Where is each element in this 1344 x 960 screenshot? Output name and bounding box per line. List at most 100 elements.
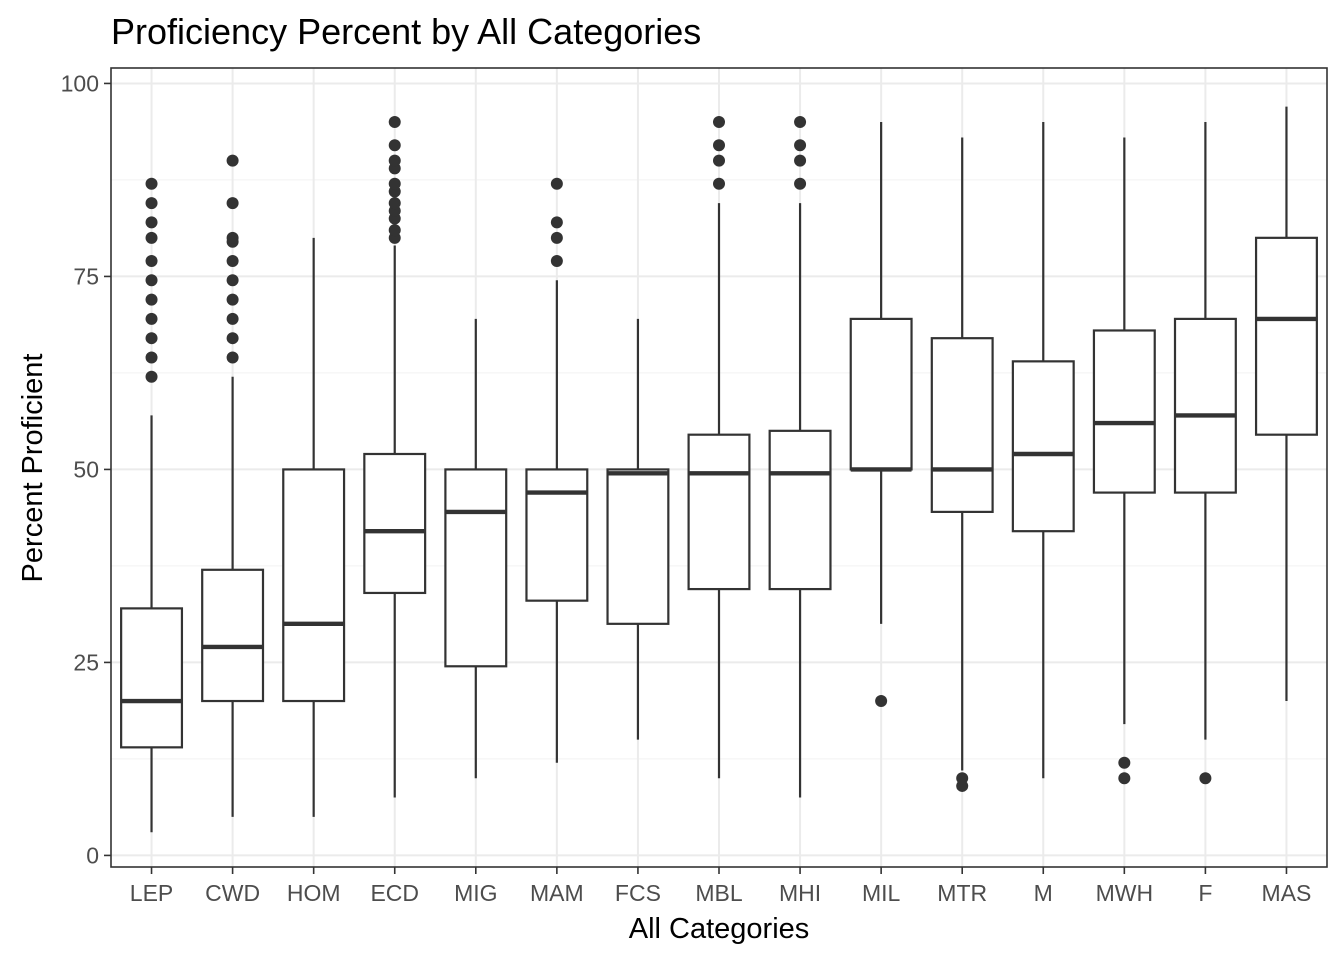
outlier-point	[145, 216, 158, 229]
iqr-box	[444, 468, 508, 668]
outlier-point	[794, 177, 807, 190]
outlier-point	[550, 177, 563, 190]
iqr-box	[1254, 236, 1318, 436]
outlier-point	[226, 254, 239, 267]
iqr-box	[363, 452, 427, 595]
x-tick-label: MIL	[862, 880, 901, 906]
outlier-point	[226, 154, 239, 167]
outlier-point	[226, 274, 239, 287]
outlier-point	[145, 332, 158, 345]
outlier-point	[145, 351, 158, 364]
box-mtr	[930, 137, 994, 792]
outlier-point	[226, 293, 239, 306]
outlier-point	[1118, 772, 1131, 785]
iqr-box	[1092, 329, 1156, 494]
outlier-point	[388, 154, 401, 167]
outlier-point	[550, 216, 563, 229]
outlier-point	[145, 254, 158, 267]
y-tick-label: 75	[73, 263, 99, 289]
x-tick-label: MBL	[695, 880, 743, 906]
x-axis-title: All Categories	[629, 913, 810, 945]
outlier-point	[145, 293, 158, 306]
outlier-point	[226, 351, 239, 364]
outlier-point	[794, 116, 807, 129]
iqr-box	[282, 468, 346, 703]
y-tick-label: 50	[73, 456, 99, 482]
box-mas	[1254, 106, 1318, 702]
iqr-box	[606, 468, 670, 625]
iqr-box	[120, 607, 184, 749]
outlier-point	[388, 116, 401, 129]
outlier-point	[145, 197, 158, 210]
outlier-point	[1118, 756, 1131, 769]
x-tick-label: MAM	[530, 880, 584, 906]
outlier-point	[145, 370, 158, 383]
outlier-point	[550, 231, 563, 244]
outlier-point	[226, 197, 239, 210]
box-mhi	[768, 116, 832, 798]
x-tick-label: F	[1198, 880, 1212, 906]
box-hom	[282, 237, 346, 817]
box-m	[1011, 122, 1075, 779]
outlier-point	[875, 695, 888, 708]
y-tick-label: 0	[86, 842, 99, 868]
iqr-box	[687, 433, 751, 591]
iqr-box	[1011, 360, 1075, 533]
box-lep	[120, 177, 184, 833]
iqr-box	[525, 468, 589, 602]
iqr-box	[201, 568, 265, 703]
x-tick-label: MTR	[937, 880, 987, 906]
x-tick-label: FCS	[615, 880, 661, 906]
outlier-point	[794, 154, 807, 167]
outlier-point	[145, 274, 158, 287]
iqr-box	[1173, 317, 1237, 494]
x-tick-label: MHI	[779, 880, 821, 906]
box-mwh	[1092, 137, 1156, 785]
iqr-box	[768, 429, 832, 591]
x-tick-label: HOM	[287, 880, 341, 906]
iqr-box	[930, 337, 994, 513]
box-ecd	[363, 116, 427, 798]
iqr-box	[849, 317, 913, 471]
boxes	[120, 106, 1318, 833]
outlier-point	[388, 177, 401, 190]
x-tick-label: MAS	[1262, 880, 1312, 906]
y-tick-label: 25	[73, 649, 99, 675]
axes: 0 25 50 75 100 LEP CWD HOM ECD MIG MAM FCS MBL MHI MIL…	[61, 70, 1312, 906]
outlier-point	[226, 312, 239, 325]
outlier-point	[1199, 772, 1212, 785]
box-cwd	[201, 154, 265, 817]
outlier-point	[713, 116, 725, 129]
x-tick-label: MIG	[454, 880, 497, 906]
outlier-point	[794, 139, 807, 152]
box-fcs	[606, 318, 670, 740]
outlier-point	[713, 154, 725, 167]
y-tick-label: 100	[61, 70, 99, 96]
outlier-point	[956, 772, 969, 785]
outlier-point	[145, 231, 158, 244]
x-tick-label: LEP	[130, 880, 173, 906]
x-tick-label: ECD	[370, 880, 419, 906]
outlier-point	[145, 177, 158, 190]
outlier-point	[145, 312, 158, 325]
x-tick-label: M	[1034, 880, 1053, 906]
y-axis-title: Percent Proficient	[17, 354, 49, 583]
chart-title: Proficiency Percent by All Categories	[111, 11, 701, 52]
outlier-point	[713, 177, 725, 190]
box-f	[1173, 122, 1237, 785]
outlier-point	[388, 224, 401, 237]
outlier-point	[713, 139, 725, 152]
outlier-point	[388, 139, 401, 152]
x-tick-label: MWH	[1096, 880, 1153, 906]
outlier-point	[226, 332, 239, 345]
box-mbl	[687, 116, 751, 779]
outlier-point	[226, 231, 239, 244]
outlier-point	[388, 197, 401, 210]
outlier-point	[550, 254, 563, 267]
box-mil	[849, 122, 913, 708]
x-tick-label: CWD	[205, 880, 260, 906]
box-mig	[444, 318, 508, 779]
box-mam	[525, 177, 589, 763]
